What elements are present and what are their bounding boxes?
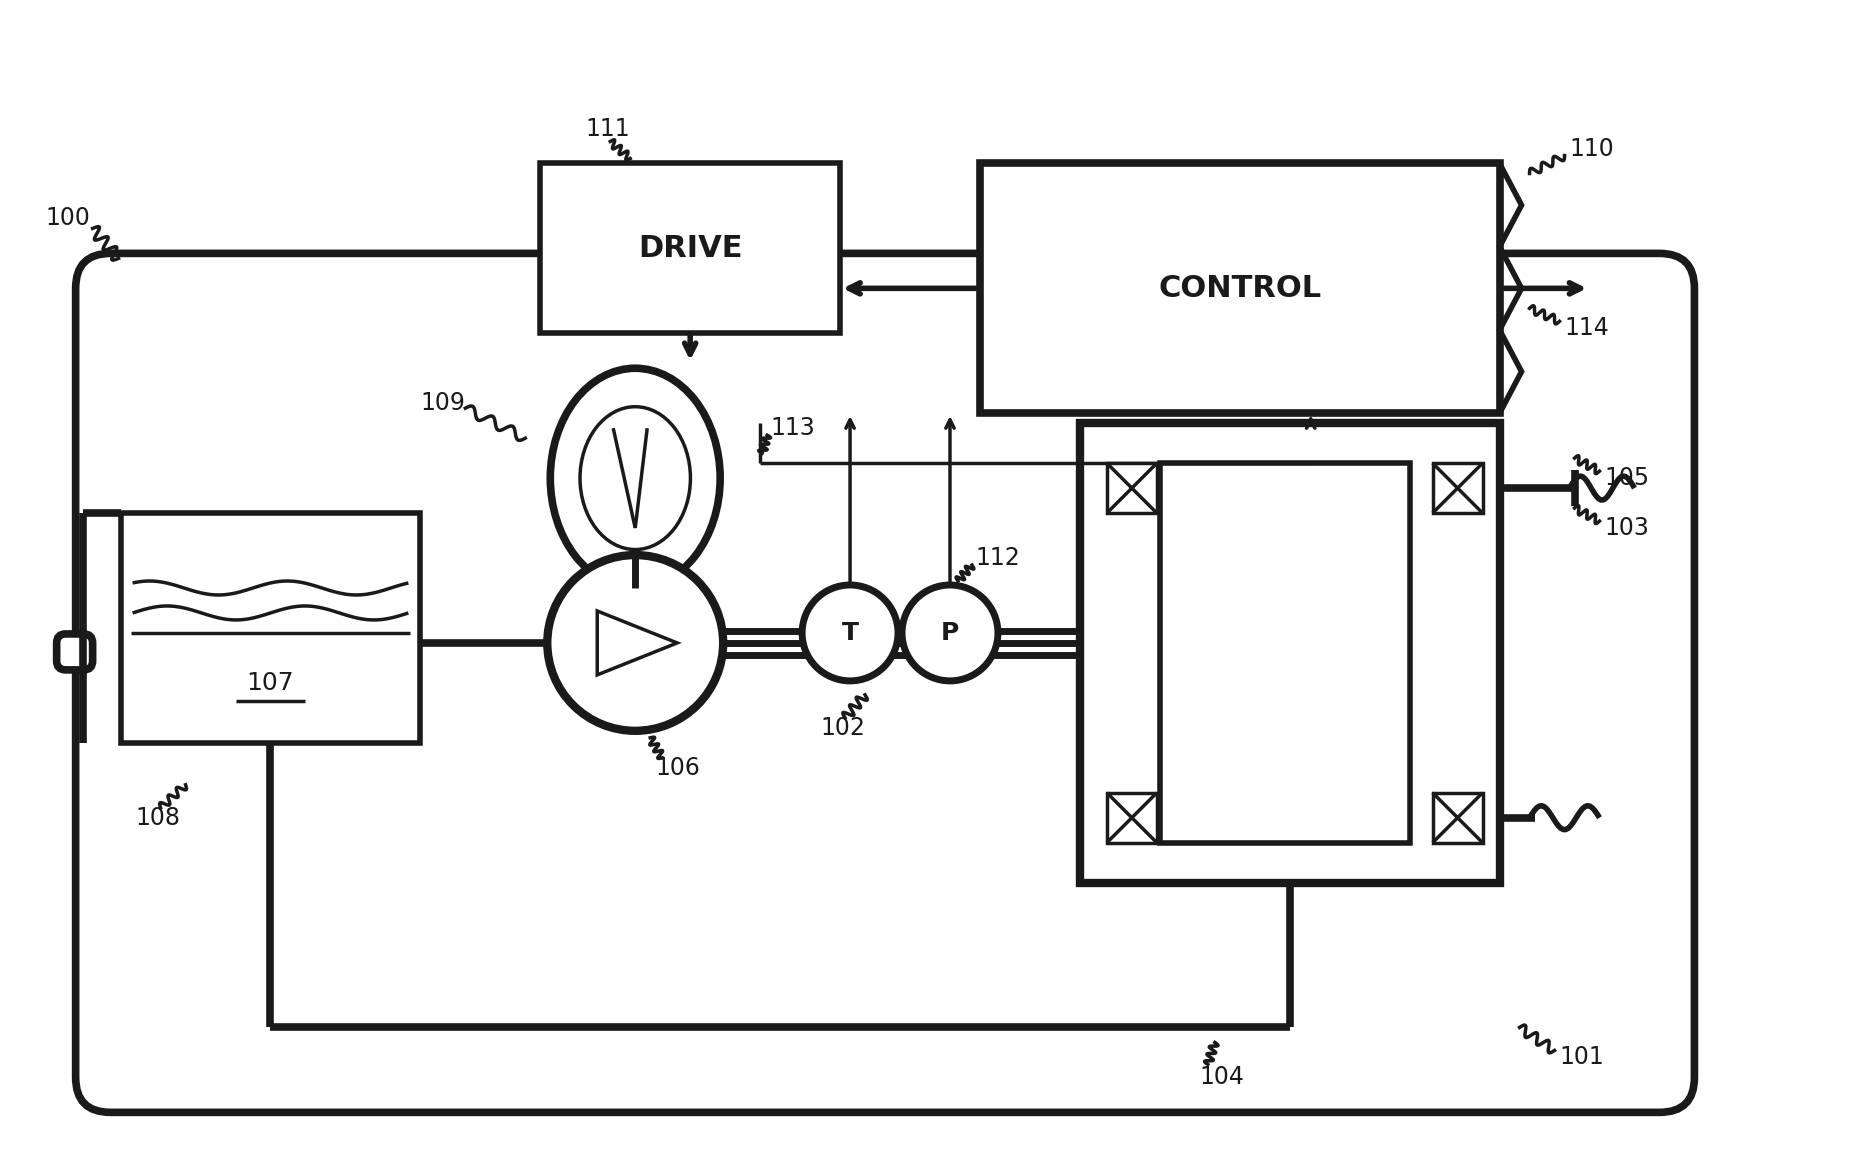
Text: 111: 111 [586, 116, 631, 141]
Bar [979, 164, 1499, 413]
Circle shape [801, 585, 898, 680]
Text: 114: 114 [1564, 316, 1610, 341]
Ellipse shape [581, 407, 690, 550]
Text: 101: 101 [1560, 1046, 1605, 1070]
Text: T: T [842, 621, 859, 645]
Text: 103: 103 [1605, 516, 1649, 540]
Bar [1107, 463, 1158, 513]
Text: P: P [940, 621, 959, 645]
Text: 102: 102 [820, 715, 864, 740]
Circle shape [547, 555, 723, 730]
Bar [1107, 793, 1158, 843]
Text: CONTROL: CONTROL [1158, 273, 1321, 302]
Text: 108: 108 [135, 806, 180, 829]
Text: DRIVE: DRIVE [638, 234, 742, 263]
Text: 109: 109 [421, 391, 466, 415]
Text: 110: 110 [1569, 136, 1614, 160]
Polygon shape [597, 611, 677, 675]
Bar [121, 513, 421, 743]
Text: 113: 113 [770, 416, 814, 440]
Text: 106: 106 [655, 756, 699, 779]
Bar [540, 164, 840, 334]
Bar [1159, 463, 1410, 843]
Text: 100: 100 [46, 207, 91, 230]
Bar [1432, 793, 1482, 843]
FancyBboxPatch shape [58, 634, 93, 670]
Circle shape [902, 585, 998, 680]
Text: 112: 112 [976, 545, 1020, 570]
Text: 107: 107 [247, 671, 295, 694]
Bar [1432, 463, 1482, 513]
FancyBboxPatch shape [76, 254, 1694, 1112]
Text: 104: 104 [1200, 1065, 1245, 1090]
Text: 105: 105 [1605, 466, 1649, 490]
Ellipse shape [551, 369, 720, 588]
Bar [1080, 423, 1499, 883]
